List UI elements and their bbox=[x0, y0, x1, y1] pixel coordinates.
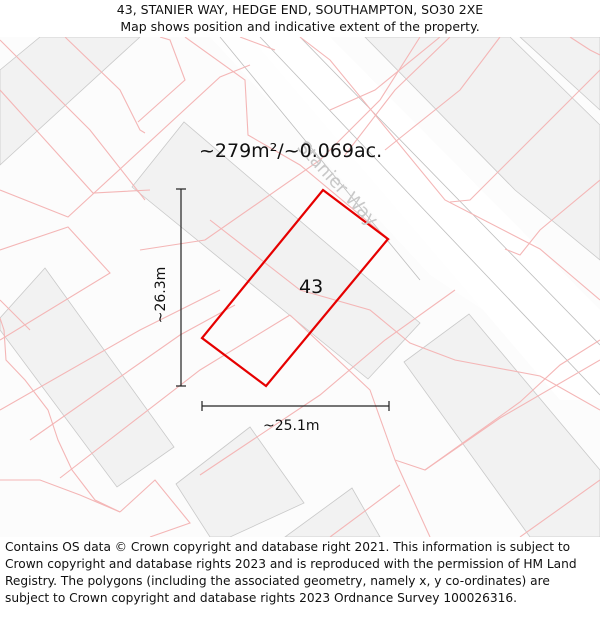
building bbox=[175, 426, 305, 537]
height-measure-bar bbox=[176, 188, 186, 387]
map-header: 43, STANIER WAY, HEDGE END, SOUTHAMPTON,… bbox=[0, 0, 600, 38]
area-label: ~279m²/~0.069ac. bbox=[199, 140, 383, 162]
house-number-label: 43 bbox=[299, 276, 324, 298]
property-map[interactable]: Stanier Way ~279m²/~0.069ac. 43 ~26.3m ~… bbox=[0, 37, 600, 537]
property-address: 43, STANIER WAY, HEDGE END, SOUTHAMPTON,… bbox=[116, 2, 484, 17]
width-measure-bar bbox=[201, 401, 390, 411]
building bbox=[0, 37, 141, 166]
road-stanier-way-lower bbox=[210, 37, 600, 387]
width-measure-label: ~25.1m bbox=[263, 418, 320, 434]
building bbox=[519, 37, 600, 111]
building bbox=[0, 267, 175, 488]
height-measure-label: ~26.3m bbox=[153, 266, 169, 324]
property-boundary[interactable] bbox=[200, 188, 390, 388]
map-canvas bbox=[0, 37, 600, 537]
parcel-boundaries bbox=[0, 37, 600, 537]
buildings bbox=[0, 37, 600, 537]
building bbox=[364, 37, 600, 261]
building bbox=[284, 487, 381, 537]
building bbox=[403, 313, 600, 537]
map-subtitle: Map shows position and indicative extent… bbox=[120, 19, 480, 34]
copyright-notice: Contains OS data © Crown copyright and d… bbox=[5, 540, 577, 605]
